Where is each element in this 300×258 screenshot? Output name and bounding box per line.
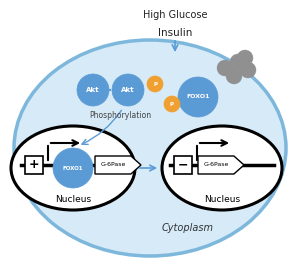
Text: FOXO1: FOXO1 <box>63 165 83 171</box>
Polygon shape <box>95 156 141 174</box>
Circle shape <box>240 62 256 78</box>
Circle shape <box>147 76 163 92</box>
Text: Phosphorylation: Phosphorylation <box>89 110 151 119</box>
Circle shape <box>237 50 253 66</box>
Text: FOXO1: FOXO1 <box>186 94 210 100</box>
Text: G-6Pase: G-6Pase <box>204 163 229 167</box>
Text: Insulin: Insulin <box>158 28 192 38</box>
Text: P: P <box>153 82 157 86</box>
Text: G-6Pase: G-6Pase <box>101 163 126 167</box>
Text: Nucleus: Nucleus <box>55 196 91 205</box>
FancyBboxPatch shape <box>25 156 43 174</box>
Text: Cytoplasm: Cytoplasm <box>162 223 214 233</box>
Ellipse shape <box>11 126 135 210</box>
Circle shape <box>217 60 233 76</box>
Text: −: − <box>178 158 188 172</box>
Polygon shape <box>198 156 244 174</box>
Circle shape <box>178 77 218 117</box>
Text: High Glucose: High Glucose <box>143 10 207 20</box>
Circle shape <box>112 74 144 106</box>
Circle shape <box>226 68 242 84</box>
Text: Akt: Akt <box>121 87 135 93</box>
Circle shape <box>77 74 109 106</box>
Text: +: + <box>29 158 39 172</box>
Circle shape <box>230 54 246 70</box>
Text: Nucleus: Nucleus <box>204 196 240 205</box>
Ellipse shape <box>162 126 282 210</box>
Circle shape <box>53 148 93 188</box>
Text: P: P <box>170 101 174 107</box>
Text: Akt: Akt <box>86 87 100 93</box>
Circle shape <box>164 96 180 112</box>
Ellipse shape <box>14 40 286 256</box>
FancyBboxPatch shape <box>174 156 192 174</box>
